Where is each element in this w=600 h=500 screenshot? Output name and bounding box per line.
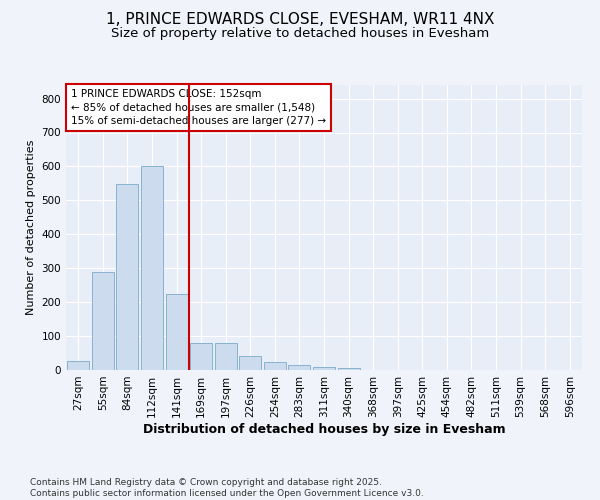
Text: 1 PRINCE EDWARDS CLOSE: 152sqm
← 85% of detached houses are smaller (1,548)
15% : 1 PRINCE EDWARDS CLOSE: 152sqm ← 85% of … <box>71 90 326 126</box>
Bar <box>264 362 286 370</box>
Bar <box>239 356 262 370</box>
Bar <box>141 166 163 370</box>
Bar <box>92 272 114 370</box>
Y-axis label: Number of detached properties: Number of detached properties <box>26 140 36 315</box>
Text: Size of property relative to detached houses in Evesham: Size of property relative to detached ho… <box>111 28 489 40</box>
Bar <box>313 368 335 370</box>
Bar <box>190 343 212 370</box>
Bar <box>338 368 359 370</box>
Text: Contains HM Land Registry data © Crown copyright and database right 2025.
Contai: Contains HM Land Registry data © Crown c… <box>30 478 424 498</box>
Bar <box>289 365 310 370</box>
Bar <box>166 294 188 370</box>
Bar <box>215 343 237 370</box>
X-axis label: Distribution of detached houses by size in Evesham: Distribution of detached houses by size … <box>143 422 505 436</box>
Text: 1, PRINCE EDWARDS CLOSE, EVESHAM, WR11 4NX: 1, PRINCE EDWARDS CLOSE, EVESHAM, WR11 4… <box>106 12 494 28</box>
Bar <box>67 360 89 370</box>
Bar <box>116 184 139 370</box>
